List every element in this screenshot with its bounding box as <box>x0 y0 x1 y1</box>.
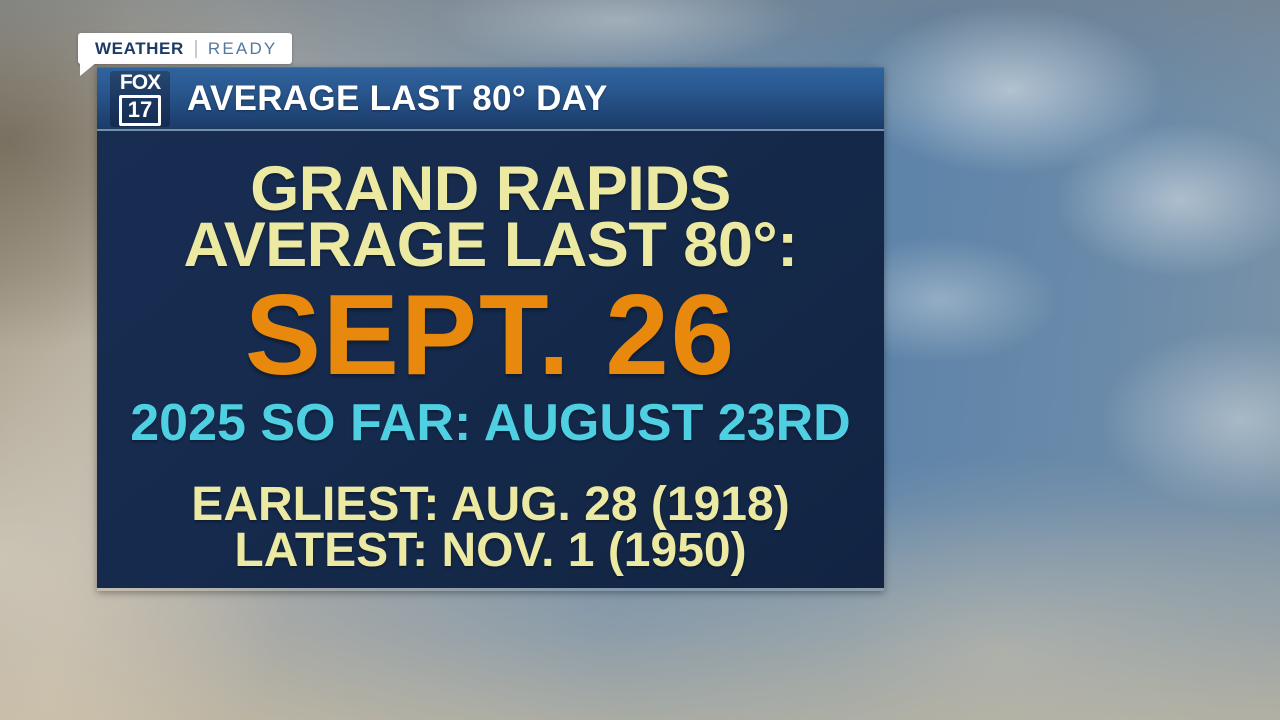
fox-wordmark: FOX <box>119 70 161 94</box>
earliest-record: EARLIEST: AUG. 28 (1918) <box>191 478 790 531</box>
badge-divider <box>194 39 197 58</box>
average-date: SEPT. 26 <box>244 272 737 399</box>
panel-title: AVERAGE LAST 80° DAY <box>187 78 608 118</box>
year-to-date: 2025 SO FAR: AUGUST 23RD <box>130 394 851 452</box>
panel-body: GRAND RAPIDS AVERAGE LAST 80°: SEPT. 26 … <box>97 131 884 588</box>
weather-ready-badge: WEATHER READY <box>78 33 293 76</box>
city-title: GRAND RAPIDS <box>250 154 731 224</box>
badge-weather-label: WEATHER <box>95 38 184 58</box>
badge-ready-label: READY <box>207 38 278 58</box>
subtitle: AVERAGE LAST 80°: <box>183 210 798 280</box>
record-dates: EARLIEST: AUG. 28 (1918) LATEST: NOV. 1 … <box>191 478 790 577</box>
channel-number: 17 <box>118 94 162 126</box>
latest-record: LATEST: NOV. 1 (1950) <box>234 524 747 577</box>
panel-header: FOX 17 AVERAGE LAST 80° DAY <box>97 67 884 131</box>
info-panel: FOX 17 AVERAGE LAST 80° DAY GRAND RAPIDS… <box>97 67 884 591</box>
fox17-logo: FOX 17 <box>110 70 170 127</box>
